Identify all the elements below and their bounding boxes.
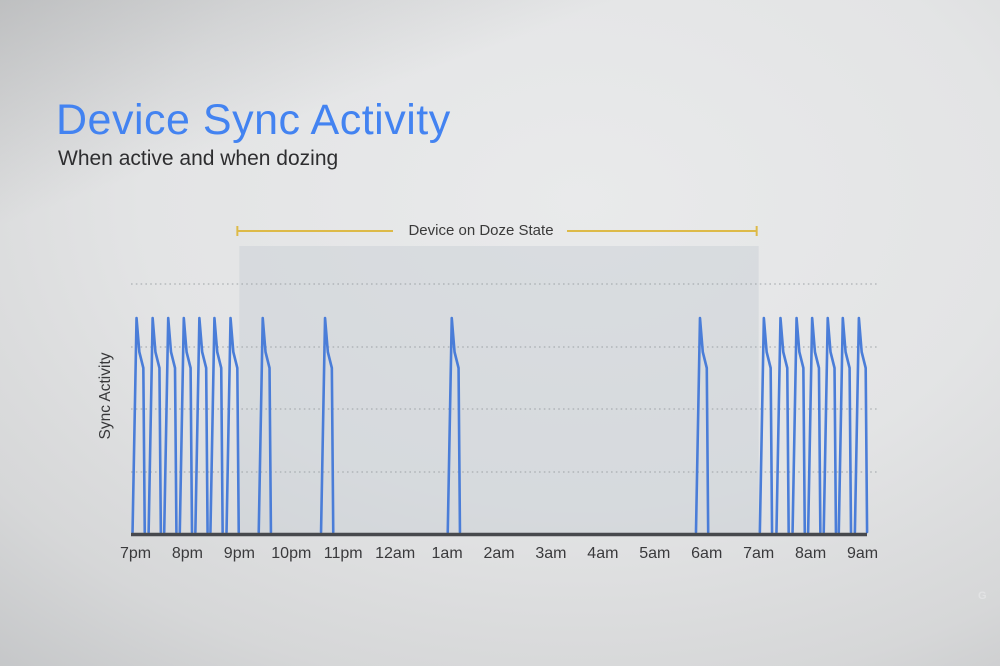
doze-state-label: Device on Doze State xyxy=(408,222,554,239)
x-tick-label: 2am xyxy=(483,545,515,562)
page-title: Device Sync Activity xyxy=(56,96,451,144)
x-tick-label: 9pm xyxy=(223,545,255,562)
x-tick-label: 10pm xyxy=(271,545,312,562)
x-tick-label: 8pm xyxy=(171,545,203,562)
sync-spike xyxy=(446,316,462,534)
x-tick-label: 9am xyxy=(846,545,879,562)
sync-spike xyxy=(257,316,273,534)
sync-spike xyxy=(147,316,163,534)
x-tick-label: 7am xyxy=(743,545,775,562)
sync-spike xyxy=(775,316,790,534)
x-tick-label: 12am xyxy=(375,545,416,562)
x-tick-label: 1am xyxy=(431,545,463,562)
x-tick-label: 11pm xyxy=(323,545,363,562)
sync-spike xyxy=(131,316,147,534)
x-tick-label: 3am xyxy=(535,545,567,562)
sync-spike xyxy=(225,316,241,534)
sync-spike xyxy=(178,316,194,534)
sync-spike xyxy=(694,316,710,534)
x-tick-label: 7pm xyxy=(119,545,152,562)
sync-spike xyxy=(806,316,822,534)
x-tick-label: 8am xyxy=(795,545,827,562)
sync-spike xyxy=(853,316,869,534)
sync-spike xyxy=(822,316,838,534)
sync-spike xyxy=(791,316,807,534)
page-subtitle: When active and when dozing xyxy=(58,147,339,170)
sync-spike xyxy=(162,316,178,534)
x-tick-label: 6am xyxy=(691,545,723,562)
sync-spike xyxy=(319,316,335,534)
sync-spike xyxy=(194,316,209,534)
x-tick-label: 5am xyxy=(639,545,671,562)
sync-spike xyxy=(209,316,224,534)
sync-spike xyxy=(837,316,853,534)
x-tick-label: 4am xyxy=(587,545,619,562)
y-axis-label: Sync Activity xyxy=(97,352,114,440)
sync-spike xyxy=(758,316,774,534)
doze-region xyxy=(239,246,759,533)
watermark-g: G xyxy=(978,590,987,602)
